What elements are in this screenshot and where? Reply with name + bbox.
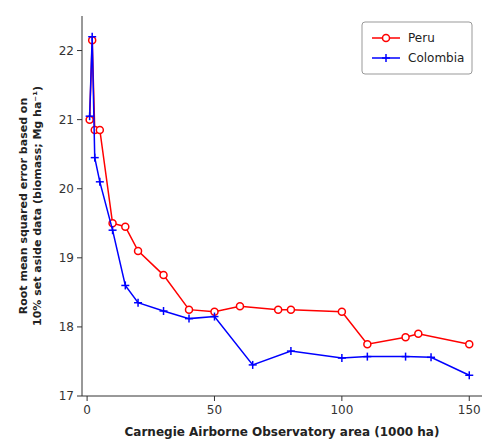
marker-part xyxy=(385,54,387,62)
point xyxy=(186,306,193,313)
x-axis-line xyxy=(82,396,482,397)
point xyxy=(135,247,142,254)
point xyxy=(465,371,473,379)
marker-part xyxy=(137,299,139,307)
marker-part xyxy=(125,281,127,289)
point xyxy=(402,353,410,361)
series-line xyxy=(90,40,470,344)
point xyxy=(338,308,345,315)
series-line xyxy=(90,37,470,376)
marker-part xyxy=(290,347,292,355)
marker-part xyxy=(405,353,407,361)
x-tick-label: 50 xyxy=(207,403,222,417)
point xyxy=(249,361,257,369)
point xyxy=(96,178,104,186)
legend-marker xyxy=(383,35,390,42)
point xyxy=(122,223,129,230)
point xyxy=(287,347,295,355)
y-tick-label: 20 xyxy=(59,182,74,196)
point xyxy=(402,334,409,341)
y-tick xyxy=(77,50,82,51)
y-tick-label: 21 xyxy=(59,113,74,127)
y-axis-label-line: Root mean squared error based on xyxy=(17,98,30,314)
point xyxy=(287,306,294,313)
x-tick xyxy=(87,396,88,401)
point xyxy=(96,127,103,134)
point xyxy=(466,341,473,348)
point xyxy=(88,33,96,41)
point xyxy=(338,354,346,362)
point xyxy=(86,112,94,120)
legend-box xyxy=(362,22,472,74)
point xyxy=(210,313,218,321)
y-tick xyxy=(77,326,82,327)
y-axis-label-line: 10% set aside data (biomass; Mg ha⁻¹) xyxy=(31,86,44,326)
point xyxy=(236,303,243,310)
chart: 0 50 100 150 17 18 19 20 21 22 Carnegie Airborne O… xyxy=(0,0,500,448)
point xyxy=(415,330,422,337)
marker-part xyxy=(91,33,93,41)
point xyxy=(364,341,371,348)
marker-part xyxy=(469,371,471,379)
marker-part xyxy=(367,353,369,361)
x-tick xyxy=(214,396,215,401)
legend-label: Peru xyxy=(408,31,435,45)
marker-part xyxy=(341,354,343,362)
point xyxy=(185,315,193,323)
x-tick-label: 0 xyxy=(83,403,91,417)
legend: Peru Colombia xyxy=(362,22,472,74)
plot-area xyxy=(86,33,474,380)
y-tick xyxy=(77,257,82,258)
y-tick-label: 18 xyxy=(59,320,74,334)
axes: 0 50 100 150 17 18 19 20 21 22 xyxy=(59,16,482,417)
point xyxy=(160,272,167,279)
point xyxy=(427,353,435,361)
y-tick xyxy=(77,119,82,120)
point xyxy=(109,226,117,234)
x-tick xyxy=(341,396,342,401)
marker-part xyxy=(214,313,216,321)
legend-label: Colombia xyxy=(408,51,464,65)
marker-part xyxy=(94,154,96,162)
marker-part xyxy=(112,226,114,234)
marker-part xyxy=(163,307,165,315)
x-tick xyxy=(469,396,470,401)
y-tick-label: 19 xyxy=(59,251,74,265)
y-tick-label: 22 xyxy=(59,44,74,58)
point xyxy=(363,353,371,361)
marker-part xyxy=(188,315,190,323)
point xyxy=(160,307,168,315)
y-tick xyxy=(77,396,82,397)
y-axis-line xyxy=(82,16,83,396)
marker-part xyxy=(89,112,91,120)
marker-part xyxy=(99,178,101,186)
marker-part xyxy=(430,353,432,361)
x-tick-label: 150 xyxy=(458,403,481,417)
legend-marker xyxy=(382,54,390,62)
point xyxy=(121,281,129,289)
x-axis-label: Carnegie Airborne Observatory area (1000… xyxy=(125,425,440,439)
y-tick-label: 17 xyxy=(59,389,74,403)
point xyxy=(91,154,99,162)
marker-part xyxy=(252,361,254,369)
y-axis-label: Root mean squared error based on10% set … xyxy=(17,86,44,326)
point xyxy=(134,299,142,307)
point xyxy=(275,306,282,313)
x-tick-label: 100 xyxy=(330,403,353,417)
y-tick xyxy=(77,188,82,189)
